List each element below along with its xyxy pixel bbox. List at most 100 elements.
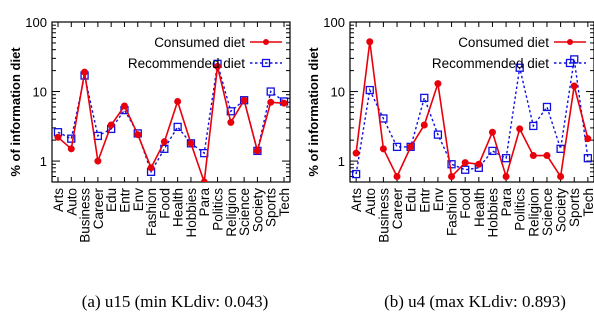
x-tick-label: Arts [51, 188, 66, 212]
data-point-consumed [214, 62, 222, 70]
x-tick-label: Entr [417, 188, 432, 213]
data-point-recommended [173, 122, 182, 132]
x-tick-label: Career [91, 187, 106, 229]
legend-label: Consumed diet [154, 35, 245, 50]
x-tick-label: Fashion [144, 188, 159, 236]
legend-marker [263, 39, 269, 45]
x-tick-label: Business [376, 188, 391, 243]
data-point-recommended [461, 165, 470, 174]
x-tick-label: Career [390, 187, 405, 229]
y-tick-label: 10 [331, 85, 345, 100]
plot-data [53, 59, 289, 182]
data-point-consumed [379, 145, 387, 153]
panel-caption: (a) u15 (min KLdiv: 0.043) [82, 292, 269, 311]
x-tick-label: Sports [264, 188, 279, 227]
legend: Consumed diet Recommended diet [432, 35, 586, 71]
data-point-consumed [107, 121, 115, 129]
data-point-recommended [226, 107, 235, 116]
data-point-consumed [570, 82, 578, 90]
data-point-consumed [448, 172, 456, 180]
data-point-recommended [488, 146, 497, 156]
legend-marker [565, 58, 575, 68]
x-tick-label: Science [237, 188, 252, 236]
legend: Consumed diet Recommended diet [128, 35, 282, 71]
x-tick-label: Env [131, 188, 146, 212]
legend-label: Recommended diet [128, 56, 245, 71]
x-tick-label: Hobbies [184, 188, 199, 238]
data-point-consumed [475, 160, 483, 168]
data-point-recommended [365, 85, 374, 95]
x-tick-label: Politics [513, 188, 528, 231]
data-point-consumed [502, 172, 510, 180]
x-tick-label: Tech [277, 188, 292, 217]
series-line-consumed [57, 66, 285, 182]
x-tick-label: Health [472, 188, 487, 227]
y-tick-label: 100 [25, 15, 47, 30]
data-point-recommended [351, 169, 361, 179]
x-tick-label: Entr [117, 188, 132, 213]
data-point-consumed [253, 147, 261, 155]
chart-panel-b: 1 10 100 ArtsAutoBusinessCareerEduEntrEnvFa… [306, 15, 594, 243]
data-point-consumed [557, 172, 565, 180]
data-point-consumed [584, 135, 592, 143]
data-point-consumed [420, 121, 428, 129]
x-tick-label: Edu [104, 188, 119, 212]
x-tick-label: Society [554, 188, 569, 233]
x-tick-label: Food [157, 188, 172, 219]
data-point-recommended [583, 154, 593, 163]
data-point-consumed [81, 68, 89, 76]
x-tick-label: Para [499, 188, 514, 217]
data-point-consumed [543, 152, 551, 160]
data-point-recommended [266, 87, 275, 96]
data-point-consumed [67, 145, 75, 153]
data-point-consumed [366, 38, 374, 46]
data-point-recommended [447, 160, 456, 169]
data-point-consumed [174, 97, 182, 105]
data-point-consumed [134, 131, 142, 139]
data-point-recommended [501, 154, 511, 163]
legend-label: Recommended diet [432, 56, 549, 71]
data-point-consumed [434, 80, 442, 88]
x-tick-label: Religion [224, 188, 239, 237]
legend-marker [567, 39, 573, 45]
series-line-recommended [355, 59, 589, 175]
data-point-recommended [515, 63, 524, 72]
data-point-consumed [94, 157, 102, 165]
x-tick-label: Arts [349, 188, 364, 212]
data-point-consumed [516, 125, 524, 133]
data-point-recommended [542, 102, 552, 112]
data-point-recommended [420, 93, 429, 103]
data-point-recommended [392, 142, 402, 152]
x-tick-label: Health [171, 188, 186, 227]
data-point-consumed [407, 143, 415, 151]
data-point-consumed [393, 172, 401, 180]
y-tick-label: 1 [338, 154, 345, 169]
data-point-consumed [529, 152, 537, 160]
y-axis-label: % of information diet [306, 47, 321, 177]
data-point-consumed [280, 99, 288, 107]
data-point-consumed [227, 118, 235, 126]
data-point-consumed [200, 178, 208, 182]
x-tick-label: Hobbies [485, 188, 500, 238]
x-tick-label: Sports [567, 188, 582, 227]
y-tick-label: 1 [40, 154, 47, 169]
y-tick-label: 10 [33, 85, 47, 100]
data-point-consumed [160, 138, 168, 146]
data-point-consumed [120, 102, 128, 110]
x-tick-label: Politics [211, 188, 226, 231]
data-point-consumed [267, 98, 275, 106]
plot-data [351, 38, 593, 180]
data-point-consumed [488, 128, 496, 136]
legend-marker [261, 58, 271, 68]
x-tick-label: Fashion [445, 188, 460, 236]
x-tick-label: Auto [363, 188, 378, 216]
x-tick-label: Env [431, 188, 446, 212]
x-tick-label: Auto [64, 188, 79, 216]
x-tick-label: Edu [404, 188, 419, 212]
data-point-consumed [461, 159, 469, 167]
data-point-consumed [240, 96, 248, 104]
x-tick-label: Tech [581, 188, 594, 217]
panel-caption: (b) u4 (max KLdiv: 0.893) [384, 292, 566, 311]
data-point-consumed [147, 164, 155, 172]
